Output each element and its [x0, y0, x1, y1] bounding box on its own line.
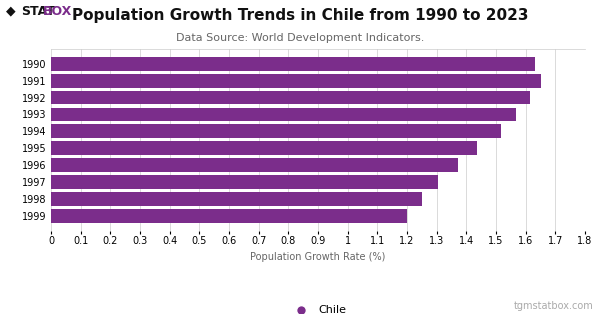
- Bar: [51, 91, 530, 105]
- Bar: [51, 124, 502, 138]
- Text: Data Source: World Development Indicators.: Data Source: World Development Indicator…: [176, 33, 424, 43]
- Text: Population Growth Trends in Chile from 1990 to 2023: Population Growth Trends in Chile from 1…: [72, 8, 528, 23]
- Text: BOX: BOX: [43, 5, 73, 18]
- Text: STAT: STAT: [21, 5, 55, 18]
- Bar: [51, 158, 458, 172]
- Bar: [51, 175, 437, 189]
- Text: ◆: ◆: [6, 5, 16, 18]
- X-axis label: Population Growth Rate (%): Population Growth Rate (%): [250, 252, 386, 262]
- Bar: [51, 192, 422, 206]
- Legend: Chile: Chile: [286, 301, 350, 314]
- Bar: [51, 209, 407, 223]
- Text: tgmstatbox.com: tgmstatbox.com: [514, 301, 594, 311]
- Bar: [51, 141, 477, 155]
- Bar: [51, 107, 516, 121]
- Bar: [51, 57, 535, 71]
- Bar: [51, 74, 541, 88]
